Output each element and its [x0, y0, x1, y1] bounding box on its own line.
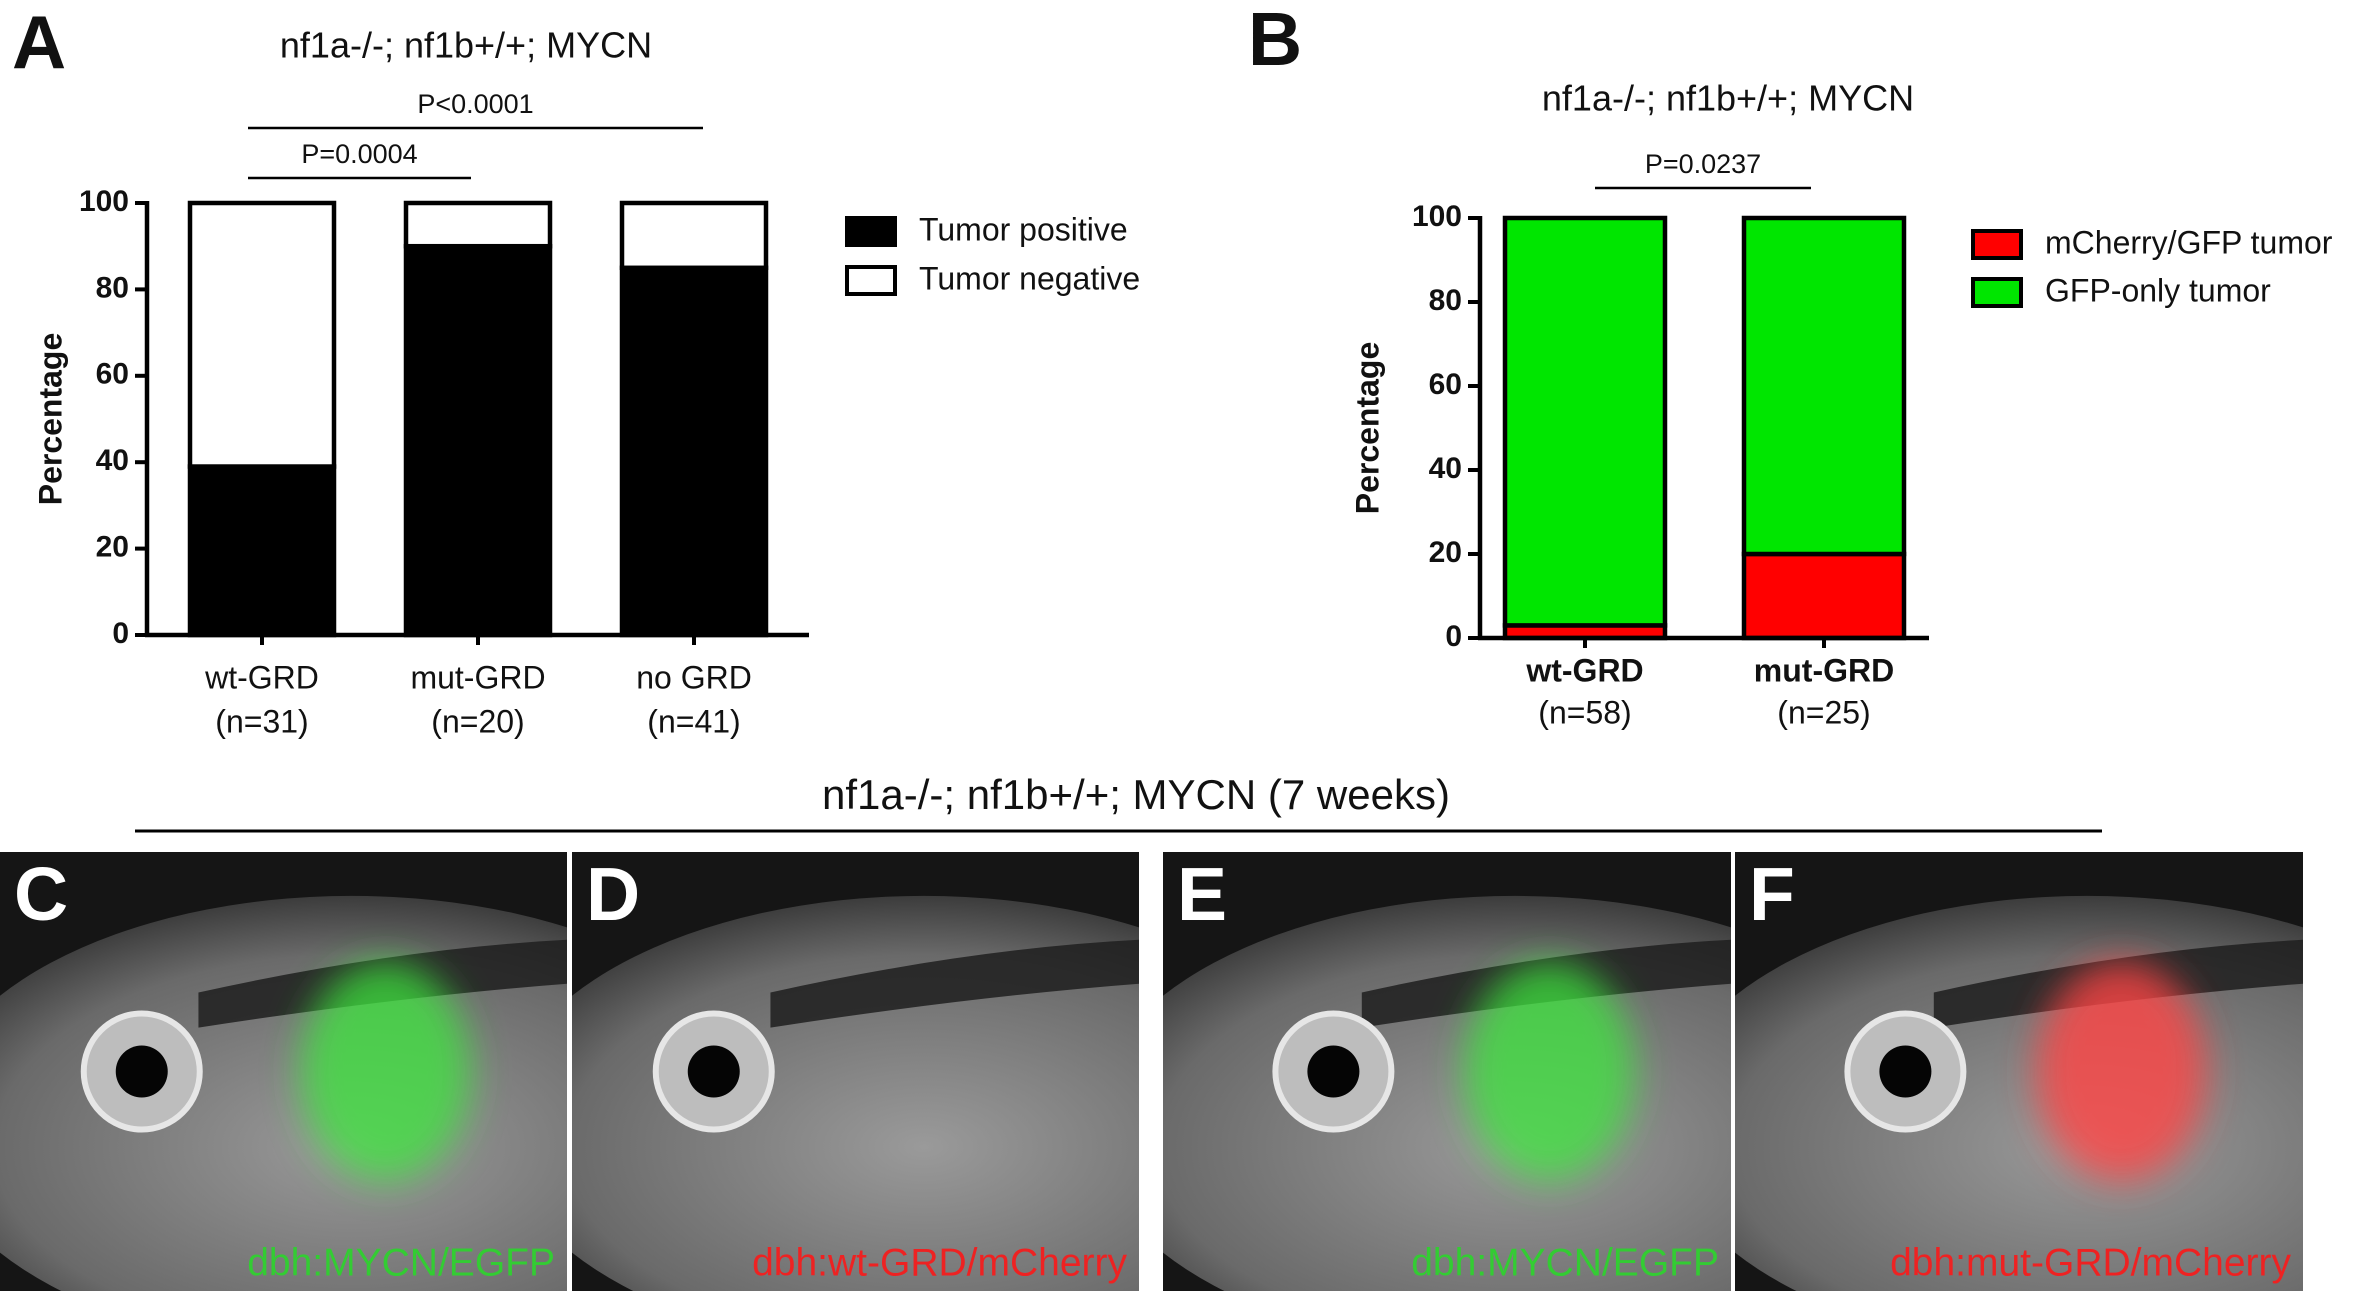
x-tick-label: wt-GRD [204, 659, 319, 695]
fluorescence [300, 961, 471, 1182]
bar-segment [187, 200, 337, 469]
legend-swatch [845, 216, 897, 247]
fish-eye [1307, 1045, 1360, 1098]
panel-label: D [586, 852, 640, 936]
panel-label: F [1749, 852, 1795, 936]
bar-segment [403, 200, 553, 249]
chart-title: nf1a-/-; nf1b+/+; MYCN [280, 25, 652, 66]
x-tick-note: (n=41) [647, 703, 740, 739]
y-tick-label: 0 [1445, 620, 1462, 653]
legend-swatch [1971, 277, 2023, 308]
x-tick-note: (n=58) [1538, 694, 1631, 730]
significance-label: P<0.0001 [417, 89, 533, 119]
y-axis-label: Percentage [32, 333, 68, 506]
photo-panel [1163, 852, 1731, 1291]
bar-segment [619, 200, 769, 271]
x-tick-label: mut-GRD [410, 659, 545, 695]
bar-segment [403, 243, 553, 638]
y-tick-label: 100 [79, 185, 129, 218]
significance-label: P=0.0004 [301, 139, 417, 169]
fish-eye [115, 1045, 168, 1098]
y-axis-label: Percentage [1349, 342, 1385, 515]
legend-label: Tumor negative [919, 260, 1140, 296]
legend-swatch [845, 265, 897, 296]
x-tick-note: (n=31) [215, 703, 308, 739]
bar-segment [619, 265, 769, 638]
legend-label: mCherry/GFP tumor [2045, 224, 2333, 260]
bar-segment [1741, 551, 1907, 641]
legend-label: Tumor positive [919, 211, 1128, 247]
figure-subtitle: nf1a-/-; nf1b+/+; MYCN (7 weeks) [822, 771, 1450, 818]
y-tick-label: 60 [96, 358, 129, 391]
fluorescence [2036, 961, 2207, 1182]
legend-label: GFP-only tumor [2045, 272, 2271, 308]
y-tick-label: 40 [1429, 452, 1462, 485]
panel-caption: dbh:wt-GRD/mCherry [752, 1241, 1127, 1284]
panel-caption: dbh:MYCN/EGFP [247, 1241, 555, 1284]
y-tick-label: 20 [96, 531, 129, 564]
x-tick-note: (n=25) [1777, 694, 1870, 730]
fish-eye [1879, 1045, 1932, 1098]
panel-label: C [14, 852, 68, 936]
panel-label: A [12, 0, 66, 84]
photo-panel [1735, 852, 2303, 1291]
y-tick-label: 100 [1412, 200, 1462, 233]
y-tick-label: 80 [96, 271, 129, 304]
x-tick-note: (n=20) [431, 703, 524, 739]
x-tick-label: mut-GRD [1754, 652, 1894, 688]
legend-swatch [1971, 229, 2023, 260]
y-tick-label: 40 [96, 444, 129, 477]
x-tick-label: wt-GRD [1525, 652, 1643, 688]
y-tick-label: 0 [112, 617, 129, 650]
significance-label: P=0.0237 [1645, 149, 1761, 179]
fish-stripe [770, 939, 1139, 1028]
panel-label: E [1177, 852, 1227, 936]
y-tick-label: 20 [1429, 536, 1462, 569]
fluorescence [1464, 961, 1635, 1182]
y-tick-label: 80 [1429, 284, 1462, 317]
bar-segment [1502, 215, 1668, 628]
photo-panel [0, 852, 567, 1291]
fish-eye [687, 1045, 740, 1098]
x-tick-label: no GRD [636, 659, 752, 695]
panel-caption: dbh:MYCN/EGFP [1411, 1241, 1719, 1284]
bar-segment [187, 464, 337, 638]
panel-label: B [1248, 0, 1302, 81]
panel-caption: dbh:mut-GRD/mCherry [1890, 1241, 2291, 1284]
y-tick-label: 60 [1429, 368, 1462, 401]
bar-segment [1741, 215, 1907, 557]
photo-panel [572, 852, 1139, 1291]
chart-title: nf1a-/-; nf1b+/+; MYCN [1542, 78, 1914, 119]
